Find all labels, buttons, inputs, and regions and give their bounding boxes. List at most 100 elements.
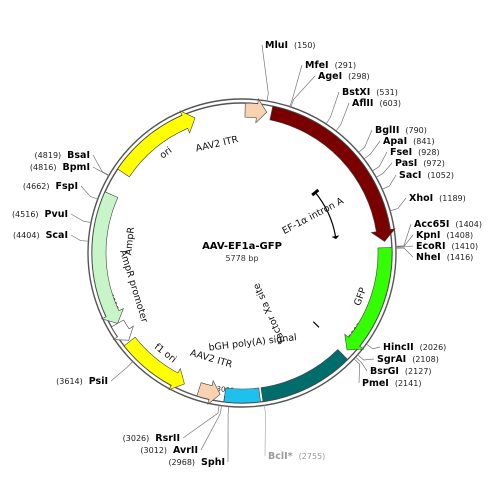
site-name: BstXI — [342, 87, 370, 98]
restriction-sites: MluI (150) MfeI (291)AgeI (298) BstXI (531)Afl… — [12, 40, 482, 468]
site-position: (928) — [418, 148, 440, 157]
site-name: ApaI — [383, 136, 407, 147]
site-leader-line — [363, 140, 381, 160]
site-leader-line — [92, 166, 109, 177]
site-leader-line — [289, 64, 303, 107]
site-position: (291) — [335, 61, 357, 70]
site-position: (2968) — [168, 458, 195, 467]
site-label: NheI (1416) — [416, 252, 473, 263]
feature-arrow — [344, 247, 393, 351]
site-position: (4516) — [12, 210, 39, 219]
site-name: MluI — [265, 40, 288, 51]
site-FseI: FseI (928) — [372, 147, 440, 172]
site-SacI: SacI (1052) — [382, 170, 454, 190]
site-XhoI: XhoI (1189) — [389, 193, 466, 212]
site-position: (298) — [348, 72, 370, 81]
site-leader-line — [290, 75, 316, 108]
site-label: MluI (150) — [265, 40, 316, 51]
site-SgrAI: SgrAI (2108) — [357, 354, 439, 365]
site-position: (4404) — [13, 231, 40, 240]
site-name: PasI — [395, 158, 417, 169]
site-position: (1410) — [452, 242, 479, 251]
site-name: SacI — [399, 170, 421, 181]
site-leader-line — [325, 91, 340, 125]
feature-mark — [312, 321, 320, 328]
site-label: EcoRI (1410) — [416, 241, 478, 252]
site-leader-line — [261, 44, 269, 102]
site-label: AflII (603) — [352, 98, 401, 109]
feature-ampr-promoter: AmpR promoter — [111, 249, 150, 341]
site-label: (4404) ScaI — [13, 230, 68, 241]
site-name: HincII — [383, 342, 414, 353]
site-BstXI: BstXI (531) — [325, 87, 398, 125]
site-name: SphI — [201, 457, 225, 468]
site-label: (4662) FspI — [23, 181, 78, 192]
site-label: Acc65I (1404) — [414, 219, 482, 230]
site-leader-line — [355, 356, 368, 372]
feature-arrow — [244, 97, 268, 124]
plasmid-name: AAV-EF1a-GFP — [202, 241, 282, 252]
site-position: (1408) — [446, 231, 473, 240]
site-SphI: (2968) SphI — [168, 406, 230, 468]
site-leader-line — [375, 162, 393, 178]
site-name: XhoI — [409, 193, 433, 204]
site-label: FseI (928) — [390, 147, 440, 158]
site-position: (3026) — [123, 434, 150, 443]
site-label: PasI (972) — [395, 158, 445, 169]
feature-start-mark — [311, 188, 320, 197]
site-AvrII: (3012) AvrII — [140, 405, 222, 456]
feature-ampr: AmpR — [91, 191, 137, 324]
feature-arc — [314, 192, 337, 237]
feature-label: AAV2 ITR — [195, 134, 240, 155]
site-position: (2141) — [395, 379, 422, 388]
site-PmeI: PmeI (2141) — [353, 358, 421, 389]
site-label: (4816) BpmI — [30, 162, 90, 173]
site-AgeI: AgeI (298) — [290, 71, 370, 108]
feature-arrow — [260, 349, 349, 402]
site-AflII: AflII (603) — [335, 98, 401, 132]
site-position: (841) — [413, 137, 435, 146]
site-leader-line — [358, 129, 373, 153]
site-name: RsrII — [155, 433, 180, 444]
site-name: AflII — [352, 98, 373, 109]
site-leader-line — [335, 102, 350, 132]
site-position: (2026) — [420, 343, 447, 352]
site-label: ApaI (841) — [383, 136, 435, 147]
plasmid-length: 5778 bp — [225, 254, 258, 263]
site-name: BsaI — [67, 150, 90, 161]
site-leader-line — [357, 354, 375, 361]
site-label: BglII (790) — [375, 125, 427, 136]
site-BsaI: (4819) BsaI — [35, 150, 110, 176]
site-ScaI: (4404) ScaI — [13, 230, 89, 242]
site-BclI: BclI* (2755) — [264, 405, 325, 462]
site-leader-line — [372, 151, 388, 172]
site-PasI: PasI (972) — [375, 158, 445, 178]
feature-label: AmpR — [123, 226, 137, 256]
site-name: PvuI — [45, 209, 68, 220]
site-label: (3614) PsiI — [56, 376, 108, 387]
feature-label: bGH poly(A) signal — [208, 332, 297, 353]
site-leader-line — [395, 247, 414, 258]
site-label: BstXI (531) — [342, 87, 398, 98]
site-name: AgeI — [318, 71, 342, 82]
site-position: (531) — [376, 88, 398, 97]
site-BpmI: (4816) BpmI — [30, 162, 109, 177]
site-RsrII: (3026) RsrII — [123, 405, 220, 444]
site-name: FseI — [390, 147, 412, 158]
site-Acc65I: Acc65I (1404) — [395, 219, 482, 247]
site-position: (150) — [294, 41, 316, 50]
site-label: (4516) PvuI — [12, 209, 68, 220]
site-name: PmeI — [362, 378, 389, 389]
site-label: PmeI (2141) — [362, 378, 421, 389]
site-leader-line — [200, 405, 222, 451]
site-position: (4819) — [35, 151, 62, 160]
site-leader-line — [389, 197, 407, 212]
site-label: AgeI (298) — [318, 71, 370, 82]
site-leader-line — [92, 154, 110, 176]
site-NheI: NheI (1416) — [395, 247, 473, 263]
site-FspI: (4662) FspI — [23, 181, 98, 200]
site-EcoRI: EcoRI (1410) — [395, 241, 478, 252]
site-label: BsrGI (2127) — [370, 366, 432, 377]
site-name: PsiI — [89, 376, 108, 387]
site-position: (972) — [423, 159, 445, 168]
